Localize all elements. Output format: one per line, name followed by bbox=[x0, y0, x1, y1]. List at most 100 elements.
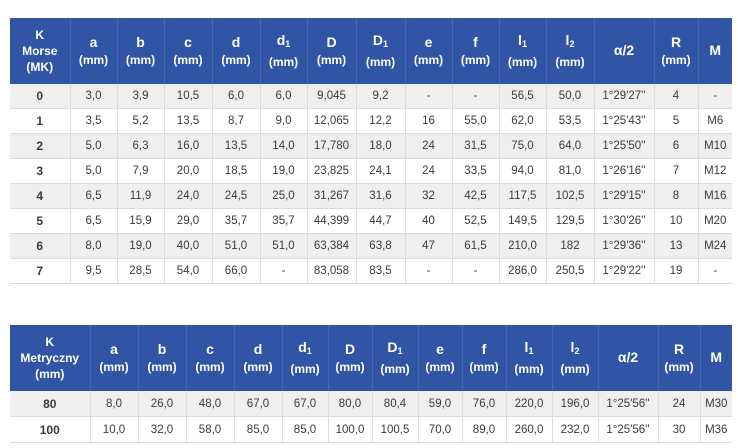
table-cell: 29,0 bbox=[164, 208, 213, 234]
table-cell: 9,2 bbox=[356, 84, 406, 109]
table-cell: 1°25'56'' bbox=[598, 391, 659, 417]
table-cell: 40,0 bbox=[164, 233, 213, 259]
table-cell: 19,0 bbox=[117, 233, 165, 259]
table-cell: 67,0 bbox=[282, 391, 329, 417]
col-header-d1: d1 (mm) bbox=[260, 18, 308, 84]
table-cell: 42,5 bbox=[452, 183, 500, 209]
table-row: 2 5,0 6,3 16,0 13,5 14,0 17,780 18,0 24 31,5 75,0 6… bbox=[10, 133, 732, 159]
col-header-D1: D1 (mm) bbox=[356, 18, 406, 84]
table-cell: 59,0 bbox=[418, 391, 463, 417]
table-cell: 232,0 bbox=[552, 416, 599, 443]
col-header-l1: l1 (mm) bbox=[499, 18, 547, 84]
table-cell: 10,0 bbox=[90, 416, 139, 443]
table-cell: 182 bbox=[546, 233, 595, 259]
row-label-cell: 4 bbox=[10, 183, 71, 209]
col-header-b: b (mm) bbox=[117, 18, 165, 84]
table-cell: 250,5 bbox=[546, 258, 595, 284]
table-cell: M30 bbox=[700, 391, 732, 417]
row-label-cell: 1 bbox=[10, 108, 71, 134]
table-row: 0 3,0 3,9 10,5 6,0 6,0 9,045 9,2- -56,5 50,0 1°29'… bbox=[10, 84, 732, 109]
table-cell: 47 bbox=[405, 233, 453, 259]
table-row: 3 5,0 7,9 20,0 18,5 19,0 23,825 24,1 24 33,5 94,0 8… bbox=[10, 158, 732, 184]
table-cell: 6,3 bbox=[117, 133, 165, 159]
table-cell: - bbox=[260, 258, 308, 284]
col-header-M: M bbox=[700, 325, 732, 391]
table-cell: 28,5 bbox=[117, 258, 165, 284]
col-header-f: f (mm) bbox=[452, 18, 500, 84]
table-cell: 7 bbox=[654, 158, 699, 184]
table-cell: 9,045 bbox=[307, 84, 357, 109]
table-cell: 85,0 bbox=[282, 416, 329, 443]
table-cell: 1°30'26'' bbox=[594, 208, 655, 234]
table-cell: 220,0 bbox=[506, 391, 553, 417]
col-header-c: c (mm) bbox=[164, 18, 213, 84]
table-cell: M20 bbox=[698, 208, 732, 234]
col-header-d: d (mm) bbox=[212, 18, 261, 84]
table-cell: 56,5 bbox=[499, 84, 547, 109]
table-row: 7 9,5 28,5 54,0 66,0-83,058 83,5- -286,0 250,5 1… bbox=[10, 258, 732, 284]
table-cell: 1°29'36'' bbox=[594, 233, 655, 259]
table-cell: 5,0 bbox=[70, 158, 118, 184]
table-cell: 58,0 bbox=[186, 416, 235, 443]
table-cell: 149,5 bbox=[499, 208, 547, 234]
table-cell: 286,0 bbox=[499, 258, 547, 284]
table-cell: 40 bbox=[405, 208, 453, 234]
table-cell: 35,7 bbox=[260, 208, 308, 234]
table-cell: 53,5 bbox=[546, 108, 595, 134]
table-cell: 75,0 bbox=[499, 133, 547, 159]
table-cell: 31,267 bbox=[307, 183, 357, 209]
table-cell: 70,0 bbox=[418, 416, 463, 443]
table-cell: 6,5 bbox=[70, 183, 118, 209]
row-label-cell: 5 bbox=[10, 208, 71, 234]
table-cell: 8,0 bbox=[70, 233, 118, 259]
table-cell: 85,0 bbox=[234, 416, 283, 443]
table-cell: 80,0 bbox=[328, 391, 373, 417]
table-cell: 6 bbox=[654, 133, 699, 159]
col-header-alpha: α/2 bbox=[598, 325, 659, 391]
table-header-row: K Metryczny (mm) a (mm) b (mm) c (mm) d (mm)… bbox=[10, 325, 732, 391]
col-header-M: M bbox=[698, 18, 732, 84]
table-cell: - bbox=[698, 258, 732, 284]
table-cell: 6,5 bbox=[70, 208, 118, 234]
table-cell: M16 bbox=[698, 183, 732, 209]
table-cell: 63,8 bbox=[356, 233, 406, 259]
table-cell: 196,0 bbox=[552, 391, 599, 417]
row-label-cell: 7 bbox=[10, 258, 71, 284]
table-cell: 51,0 bbox=[212, 233, 261, 259]
table-cell: 1°25'56'' bbox=[598, 416, 659, 443]
table-row: 80 8,0 26,0 48,0 67,0 67,0 80,0 80,4 59,0 76,0 220… bbox=[10, 391, 732, 417]
table-row: 4 6,5 11,9 24,0 24,5 25,0 31,267 31,6 32 42,5 117,… bbox=[10, 183, 732, 209]
table-cell: 80,4 bbox=[372, 391, 419, 417]
table-row: 1 3,5 5,2 13,5 8,7 9,0 12,065 12,2 16 55,0 62,0 53,… bbox=[10, 108, 732, 134]
table-cell: 26,0 bbox=[138, 391, 187, 417]
table-row: 100 10,0 32,0 58,0 85,0 85,0 100,0 100,5 70,0 89,… bbox=[10, 416, 732, 443]
table-cell: 18,5 bbox=[212, 158, 261, 184]
metric-taper-table: K Metryczny (mm) a (mm) b (mm) c (mm) d (mm)… bbox=[10, 325, 732, 443]
table-cell: 83,058 bbox=[307, 258, 357, 284]
table-cell: 32 bbox=[405, 183, 453, 209]
table-cell: 1°29'27'' bbox=[594, 84, 655, 109]
table-cell: 8,7 bbox=[212, 108, 261, 134]
table-cell: 31,5 bbox=[452, 133, 500, 159]
table-row: 5 6,5 15,9 29,0 35,7 35,7 44,399 44,7 40 52,5 149,… bbox=[10, 208, 732, 234]
table-cell: 102,5 bbox=[546, 183, 595, 209]
table-cell: 1°29'15'' bbox=[594, 183, 655, 209]
table-cell: 6,0 bbox=[260, 84, 308, 109]
row-label-cell: 100 bbox=[10, 416, 91, 443]
table-cell: 32,0 bbox=[138, 416, 187, 443]
table-cell: 1°26'16'' bbox=[594, 158, 655, 184]
table-cell: 117,5 bbox=[499, 183, 547, 209]
table-cell: 24,0 bbox=[164, 183, 213, 209]
table-cell: - bbox=[405, 84, 453, 109]
table-cell: 12,2 bbox=[356, 108, 406, 134]
col-header-a: a (mm) bbox=[90, 325, 139, 391]
col-header-k: K Metryczny (mm) bbox=[10, 325, 91, 391]
table-cell: 16 bbox=[405, 108, 453, 134]
table-cell: 62,0 bbox=[499, 108, 547, 134]
table-cell: 94,0 bbox=[499, 158, 547, 184]
table-cell: - bbox=[452, 258, 500, 284]
col-header-b: b (mm) bbox=[138, 325, 187, 391]
table-cell: 67,0 bbox=[234, 391, 283, 417]
table-cell: 16,0 bbox=[164, 133, 213, 159]
table-cell: 24,5 bbox=[212, 183, 261, 209]
